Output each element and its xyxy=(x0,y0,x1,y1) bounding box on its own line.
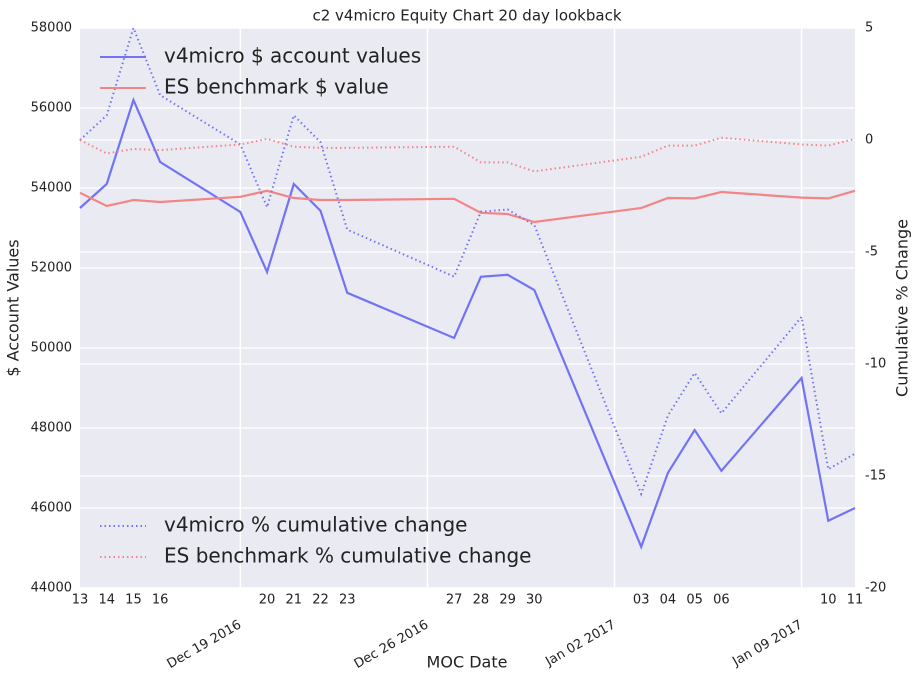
x-tick-label: Dec 19 2016 xyxy=(165,618,244,673)
x-tick-label: 16 xyxy=(152,593,169,608)
x-tick-label: Dec 26 2016 xyxy=(352,618,431,673)
legend-label: v4micro $ account values xyxy=(164,44,421,68)
y-tick-label: 48000 xyxy=(31,421,72,436)
line xyxy=(79,96,856,550)
x-tick-label: 29 xyxy=(499,593,516,608)
x-tick-label: 03 xyxy=(633,593,650,608)
y2-tick-label: -15 xyxy=(865,469,886,484)
x-tick-label: 27 xyxy=(446,593,463,608)
x-tick-label: 21 xyxy=(286,593,303,608)
y2-tick-label: -20 xyxy=(865,581,886,596)
y2-tick-label: -5 xyxy=(865,245,878,260)
line xyxy=(79,189,856,224)
x-tick-label: 28 xyxy=(473,593,490,608)
x-tick-label: 05 xyxy=(686,593,703,608)
y-tick-label: 56000 xyxy=(31,101,72,116)
y2-tick-label: -10 xyxy=(865,357,886,372)
y-tick-label: 58000 xyxy=(31,21,72,36)
legend-label: ES benchmark % cumulative change xyxy=(164,544,531,568)
y-tick-label: 52000 xyxy=(31,261,72,276)
legend-label: ES benchmark $ value xyxy=(164,75,389,99)
x-tick-label: 23 xyxy=(339,593,356,608)
legend-label: v4micro % cumulative change xyxy=(164,513,467,537)
y-tick-label: 54000 xyxy=(31,181,72,196)
x-tick-label: 20 xyxy=(259,593,276,608)
y-tick-label: 50000 xyxy=(31,341,72,356)
x-tick-label: 22 xyxy=(312,593,329,608)
y-tick-label: 44000 xyxy=(31,581,72,596)
y2-axis-title: Cumulative % Change xyxy=(893,219,912,397)
y2-tick-label: 5 xyxy=(865,21,873,36)
y-axis-title: $ Account Values xyxy=(4,239,23,376)
x-tick-label: Jan 02 2017 xyxy=(542,618,618,670)
x-tick-label: 13 xyxy=(72,593,89,608)
x-tick-label: 06 xyxy=(713,593,730,608)
x-axis-title: MOC Date xyxy=(427,653,508,672)
chart-title: c2 v4micro Equity Chart 20 day lookback xyxy=(312,7,621,25)
y2-tick-label: 0 xyxy=(865,133,873,148)
x-tick-label: 10 xyxy=(820,593,837,608)
x-tick-label: 04 xyxy=(660,593,677,608)
y-tick-label: 46000 xyxy=(31,501,72,516)
x-tick-label: 11 xyxy=(847,593,864,608)
x-tick-label: 14 xyxy=(98,593,115,608)
x-tick-label: Jan 09 2017 xyxy=(729,618,805,670)
x-tick-label: 30 xyxy=(526,593,543,608)
line xyxy=(79,24,856,497)
grid xyxy=(80,27,855,589)
x-tick-label: 15 xyxy=(125,593,142,608)
